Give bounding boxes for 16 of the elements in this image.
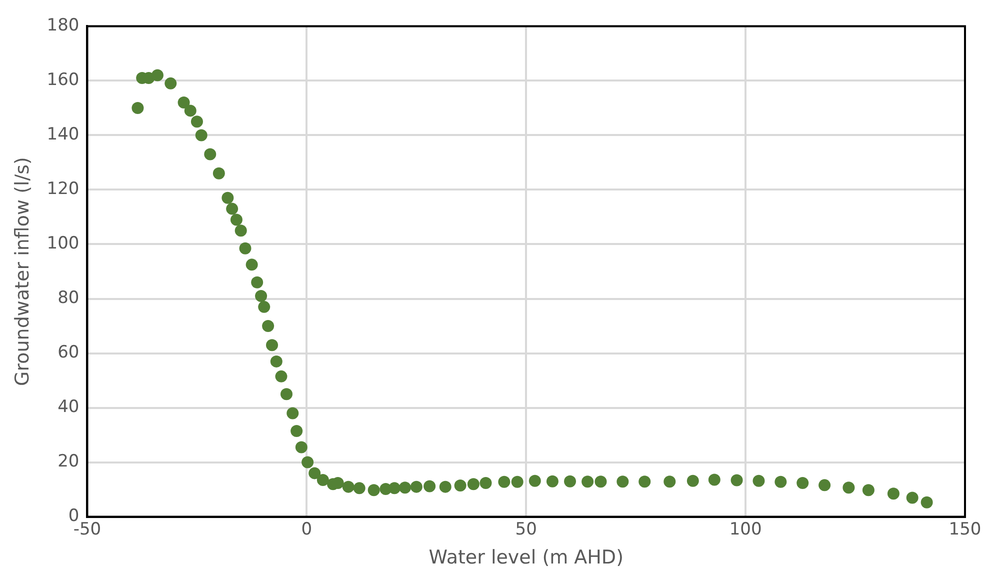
y-tick-label: 160 bbox=[46, 70, 80, 90]
y-tick-label: 140 bbox=[46, 124, 80, 145]
y-tick-label: 120 bbox=[46, 179, 80, 200]
y-tick-label: 80 bbox=[58, 288, 80, 308]
y-axis-title: Groundwater inflow (l/s) bbox=[11, 157, 34, 386]
x-tick-label: 100 bbox=[729, 519, 762, 540]
x-tick-label: 150 bbox=[948, 519, 982, 540]
y-tick-label: 20 bbox=[58, 452, 80, 472]
y-tick-label: 100 bbox=[46, 234, 80, 254]
y-tick-label: 180 bbox=[46, 16, 80, 36]
x-tick-label: 0 bbox=[301, 519, 312, 540]
x-axis-title: Water level (m AHD) bbox=[428, 546, 624, 569]
x-tick-label: 50 bbox=[515, 519, 537, 540]
y-tick-label: 0 bbox=[68, 506, 80, 526]
y-tick-label: 60 bbox=[58, 342, 80, 363]
y-tick-label: 40 bbox=[58, 397, 80, 418]
